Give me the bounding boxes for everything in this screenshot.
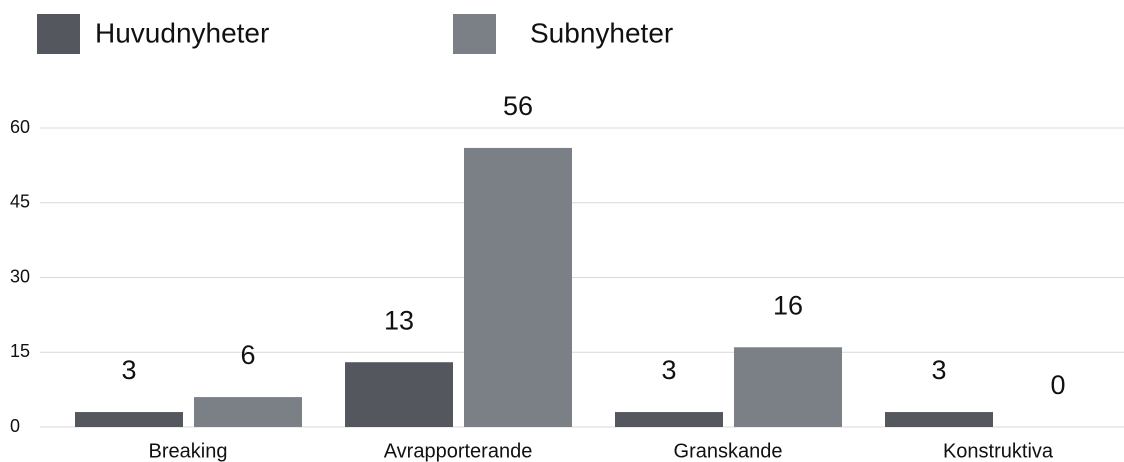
bar xyxy=(464,147,572,427)
data-label: 16 xyxy=(773,290,803,320)
data-label: 13 xyxy=(384,305,414,335)
bar xyxy=(345,362,453,427)
data-label: 6 xyxy=(240,340,255,370)
data-label: 3 xyxy=(661,355,676,385)
x-tick-label: Breaking xyxy=(149,440,228,462)
bar xyxy=(885,412,993,427)
x-tick-label: Konstruktiva xyxy=(943,440,1054,462)
data-label: 3 xyxy=(121,355,136,385)
x-tick-label: Granskande xyxy=(674,440,783,462)
bar xyxy=(615,412,723,427)
data-label: 0 xyxy=(1050,370,1065,400)
legend-label: Huvudnyheter xyxy=(95,17,269,48)
bar xyxy=(734,347,842,427)
bar xyxy=(194,397,302,427)
y-tick-label: 60 xyxy=(10,117,30,137)
legend-swatch xyxy=(37,14,80,54)
x-tick-label: Avrapporterande xyxy=(384,440,533,462)
y-tick-label: 30 xyxy=(10,266,30,286)
legend-swatch xyxy=(453,14,496,54)
data-label: 3 xyxy=(931,355,946,385)
y-tick-label: 15 xyxy=(10,341,30,361)
y-tick-label: 0 xyxy=(10,416,20,436)
legend-label: Subnyheter xyxy=(530,17,673,48)
data-label: 56 xyxy=(503,91,533,121)
y-tick-label: 45 xyxy=(10,192,30,212)
bar xyxy=(75,412,183,427)
